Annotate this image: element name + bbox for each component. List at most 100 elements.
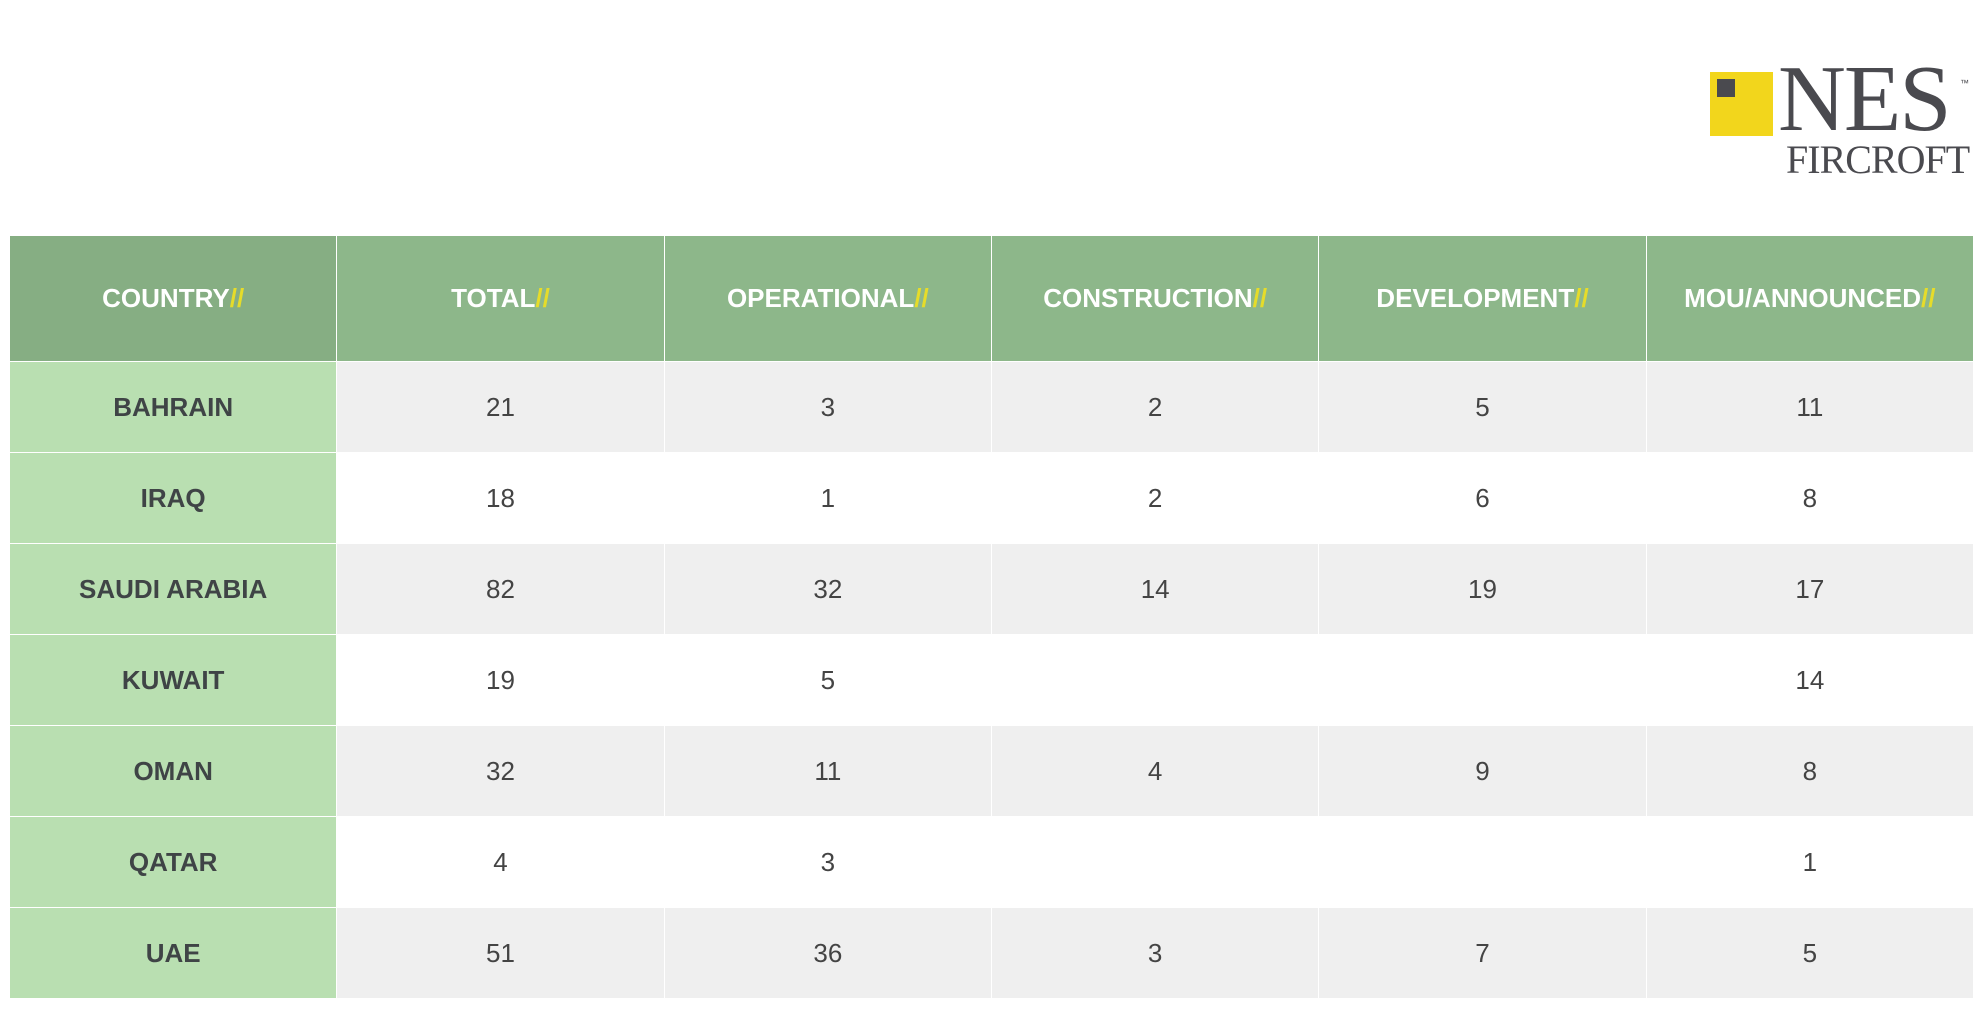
header-text: OPERATIONAL <box>726 283 915 313</box>
cell-value: 11 <box>1796 391 1824 422</box>
cell-value: 14 <box>1140 573 1170 604</box>
column-header: DEVELOPMENT// <box>1319 236 1647 362</box>
table-cell: 5 <box>664 635 992 726</box>
header-text: DEVELOPMENT <box>1376 283 1575 313</box>
table-cell: 5 <box>1319 362 1647 453</box>
column-header: CONSTRUCTION// <box>992 236 1320 362</box>
table-cell: 17 <box>1646 544 1974 635</box>
table-cell: 8 <box>1646 726 1974 817</box>
cell-value: 32 <box>813 573 843 604</box>
row-header: SAUDI ARABIA <box>10 544 338 635</box>
table-cell: 2 <box>992 453 1320 544</box>
table-cell <box>992 635 1320 726</box>
table-cell <box>992 817 1320 908</box>
cell-value: 6 <box>1475 482 1490 513</box>
table-cell: 11 <box>1646 362 1974 453</box>
table-cell: 3 <box>664 817 992 908</box>
table-cell: 14 <box>992 544 1320 635</box>
cell-value: 21 <box>486 391 515 422</box>
header-text: TOTAL <box>451 283 536 313</box>
row-header: KUWAIT <box>10 635 338 726</box>
row-header: UAE <box>10 908 338 999</box>
table-cell: 4 <box>992 726 1320 817</box>
cell-value: 5 <box>1802 937 1818 968</box>
cell-value: 3 <box>1147 937 1163 968</box>
table-cell: 19 <box>1319 544 1647 635</box>
table-cell: 1 <box>1646 817 1974 908</box>
table-cell: 32 <box>337 726 665 817</box>
header-suffix: // <box>535 283 550 313</box>
cell-value: 5 <box>820 664 836 695</box>
table-cell: 5 <box>1646 908 1974 999</box>
table-cell: 18 <box>337 453 665 544</box>
logo-mark <box>1710 72 1773 136</box>
header-suffix: // <box>914 283 929 313</box>
table-cell: 4 <box>337 817 665 908</box>
logo-trademark: ™ <box>1960 78 1969 88</box>
table-cell: 7 <box>1319 908 1647 999</box>
cell-value: 5 <box>1475 391 1490 422</box>
table-cell: 8 <box>1646 453 1974 544</box>
cell-value: 51 <box>486 937 515 968</box>
cell-value: 7 <box>1475 937 1490 968</box>
column-header: MOU/ANNOUNCED// <box>1646 236 1974 362</box>
header-suffix: // <box>229 283 245 313</box>
logo-name: NES <box>1778 47 1952 151</box>
logo-subname: FIRCROFT <box>1786 137 1970 182</box>
table-cell: 3 <box>664 362 992 453</box>
cell-value: 3 <box>820 846 836 877</box>
logo-mark-inner <box>1717 79 1735 97</box>
cell-value: 9 <box>1475 755 1490 786</box>
cell-value: 32 <box>486 755 515 786</box>
country-name: BAHRAIN <box>113 391 234 422</box>
row-header: QATAR <box>10 817 338 908</box>
header-suffix: // <box>1574 283 1589 313</box>
cell-value: 17 <box>1795 573 1825 604</box>
table-cell <box>1319 817 1647 908</box>
cell-value: 8 <box>1802 755 1818 786</box>
table-cell: 1 <box>664 453 992 544</box>
row-header: OMAN <box>10 726 338 817</box>
cell-value: 14 <box>1795 664 1825 695</box>
table-cell: 11 <box>664 726 992 817</box>
column-header: COUNTRY// <box>10 236 338 362</box>
cell-value: 82 <box>486 573 515 604</box>
table-cell: 19 <box>337 635 665 726</box>
cell-value: 2 <box>1147 391 1163 422</box>
column-header: OPERATIONAL// <box>664 236 992 362</box>
column-header: TOTAL// <box>337 236 665 362</box>
table-cell: 3 <box>992 908 1320 999</box>
country-name: UAE <box>145 937 201 968</box>
cell-value: 19 <box>1468 573 1497 604</box>
table-cell: 51 <box>337 908 665 999</box>
cell-value: 19 <box>486 664 515 695</box>
country-name: IRAQ <box>140 482 206 513</box>
cell-value: 1 <box>820 482 836 513</box>
table-cell: 36 <box>664 908 992 999</box>
table-cell: 6 <box>1319 453 1647 544</box>
table-cell: 2 <box>992 362 1320 453</box>
table-cell: 14 <box>1646 635 1974 726</box>
cell-value: 1 <box>1802 846 1818 877</box>
table-cell: 21 <box>337 362 665 453</box>
cell-value: 2 <box>1147 482 1163 513</box>
cell-value: 4 <box>493 846 508 877</box>
table-cell <box>1319 635 1647 726</box>
cell-value: 3 <box>820 391 836 422</box>
row-header: IRAQ <box>10 453 338 544</box>
row-header: BAHRAIN <box>10 362 338 453</box>
country-name: KUWAIT <box>121 664 225 695</box>
cell-value: 8 <box>1802 482 1818 513</box>
country-name: SAUDI ARABIA <box>79 573 268 604</box>
table-cell: 9 <box>1319 726 1647 817</box>
table-cell: 32 <box>664 544 992 635</box>
header-suffix: // <box>1921 283 1936 313</box>
header-suffix: // <box>1252 283 1268 313</box>
cell-value: 11 <box>814 755 842 786</box>
header-text: CONSTRUCTION <box>1043 283 1253 313</box>
cell-value: 18 <box>486 482 515 513</box>
header-text: MOU/ANNOUNCED <box>1684 283 1922 313</box>
header-text: COUNTRY <box>102 283 230 313</box>
cell-value: 4 <box>1147 755 1163 786</box>
